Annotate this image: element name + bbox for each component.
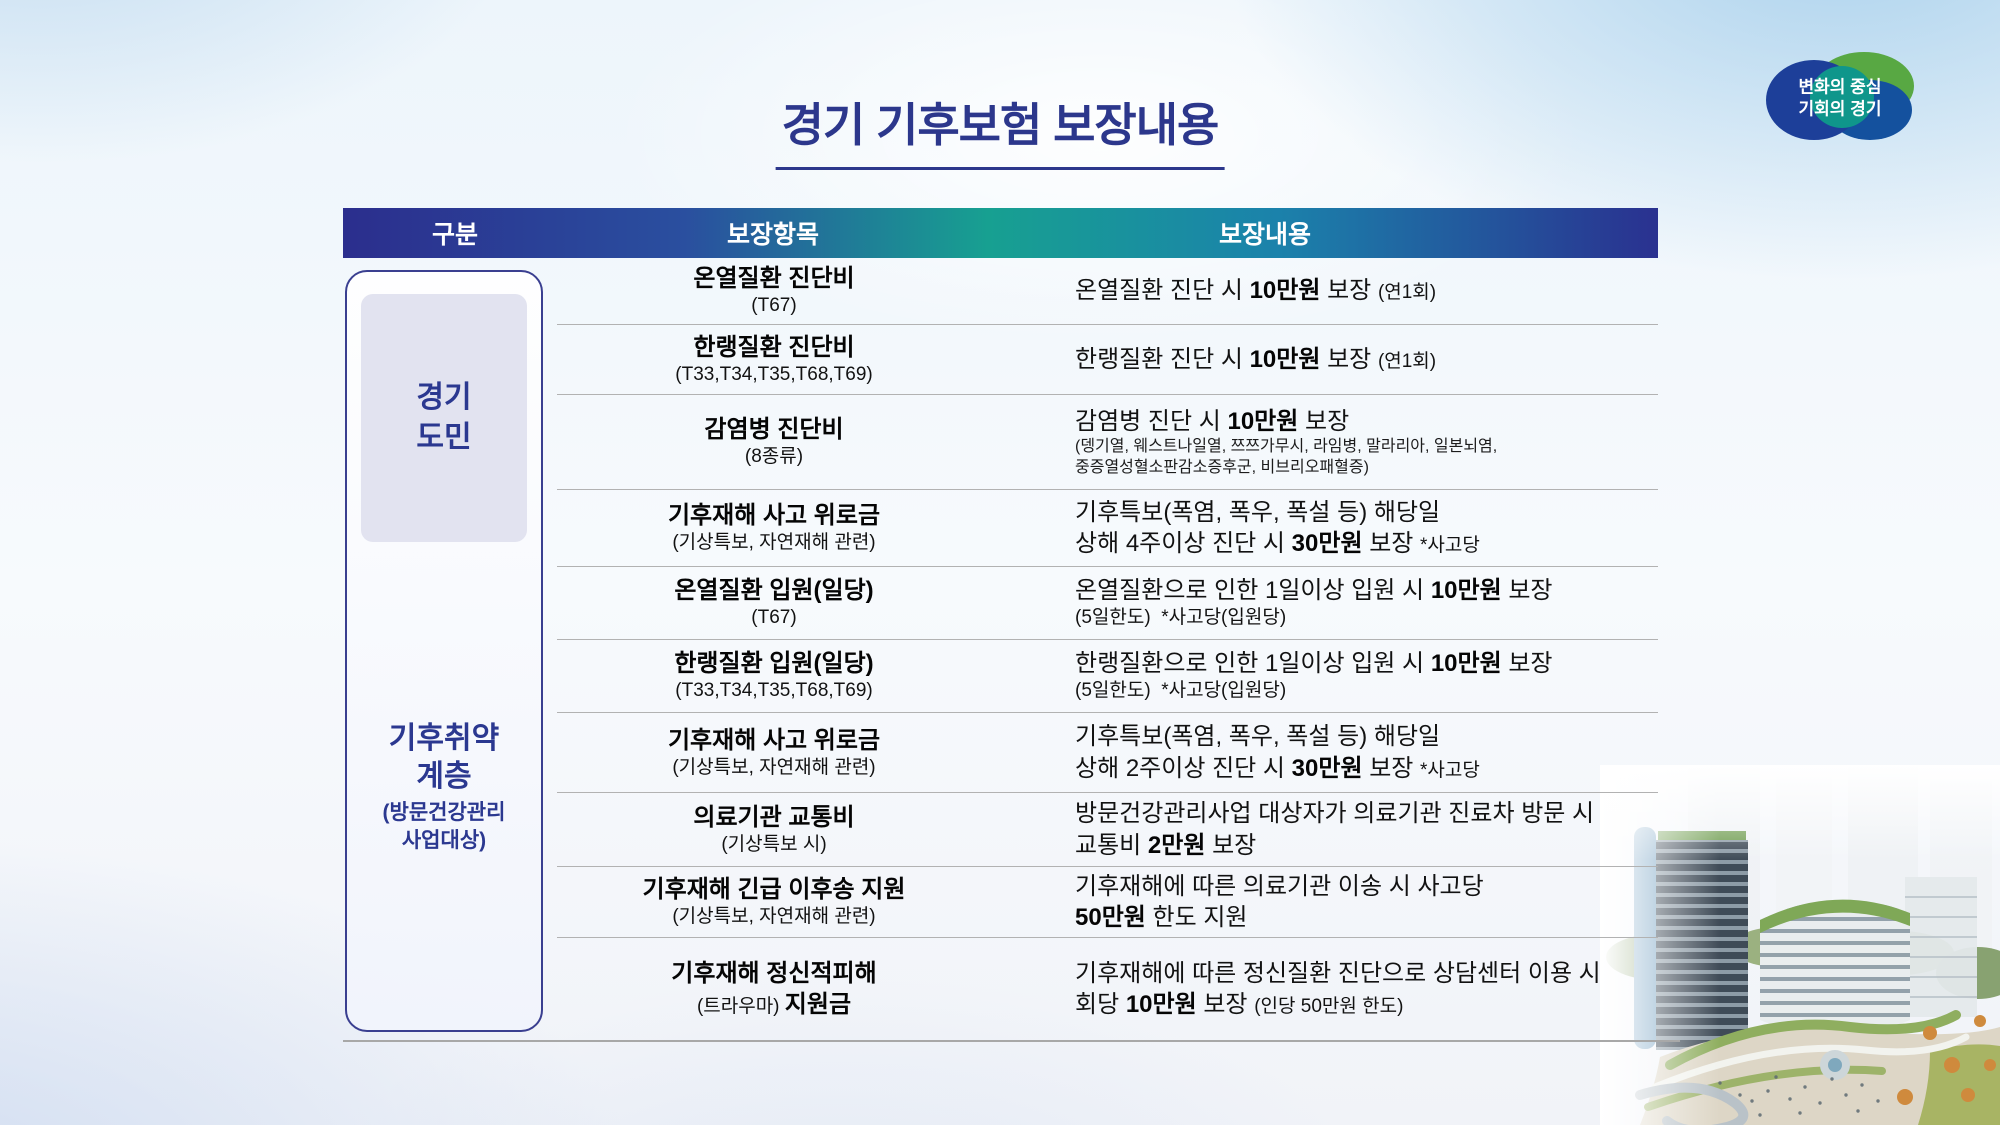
- midrise-green-roof: [1760, 899, 1910, 933]
- autumn-trees: [1897, 1015, 1996, 1105]
- coverage-table: 구분 보장항목 보장내용 온열질환 진단비 (T67) 온열질환 진단 시 10만원…: [343, 208, 1680, 1048]
- category-vulnerable-label: 기후취약 계층: [388, 722, 500, 793]
- coverage-detail: 온열질환 진단 시 10만원 보장 (연1회): [1075, 277, 1437, 305]
- category-residents-box: 경기 도민: [361, 294, 527, 542]
- gyeonggi-slogan-logo: 변화의 중심 기회의 경기: [1764, 50, 1916, 144]
- table-body: 온열질환 진단비 (T67) 온열질환 진단 시 10만원 보장 (연1회) 한랭질환…: [557, 258, 1658, 1040]
- category-vulnerable-block: 기후취약 계층 (방문건강관리 사업대상): [347, 720, 541, 854]
- rear-building-floors: [1905, 896, 1977, 998]
- category-vulnerable-sub: (방문건강관리 사업대상): [382, 801, 506, 852]
- coverage-detail: 기후특보(폭염, 폭우, 폭설 등) 해당일 상해 4주이상 진단 시 30만원 …: [1075, 498, 1480, 557]
- coverage-item: 한랭질환 진단비 (T33,T34,T35,T68,T69): [675, 333, 873, 385]
- logo-text-line1: 변화의 중심: [1798, 77, 1882, 97]
- category-column: 경기 도민 기후취약 계층 (방문건강관리 사업대상): [345, 270, 543, 1032]
- page-title: 경기 기후보험 보장내용: [775, 89, 1225, 170]
- table-row-9: 기후재해 긴급 이후송 지원 (기상특보, 자연재해 관련) 기후재해에 따른 의료…: [557, 867, 1658, 938]
- coverage-detail: 방문건강관리사업 대상자가 의료기관 진료차 방문 시 교통비 2만원 보장: [1075, 800, 1595, 859]
- category-residents-label: 경기 도민: [416, 381, 472, 454]
- table-row-3: 감염병 진단비 (8종류) 감염병 진단 시 10만원 보장 (뎅기열, 웨스트나일열…: [557, 395, 1658, 490]
- coverage-detail: 기후재해에 따른 정신질환 진단으로 상담센터 이용 시 회당 10만원 보장 (…: [1075, 959, 1601, 1018]
- coverage-detail: 기후재해에 따른 의료기관 이송 시 사고당 50만원 한도 지원: [1075, 872, 1484, 931]
- col-header-category: 구분: [431, 221, 479, 249]
- logo-blob-graphic: [1766, 52, 1914, 140]
- coverage-item: 온열질환 입원(일당) (T67): [674, 577, 874, 629]
- coverage-item: 기후재해 사고 위로금 (기상특보, 자연재해 관련): [667, 726, 881, 778]
- lawn: [1918, 1044, 2000, 1125]
- curved-midrise-building: [1760, 899, 1910, 1036]
- table-row-1: 온열질환 진단비 (T67) 온열질환 진단 시 10만원 보장 (연1회): [557, 258, 1658, 325]
- coverage-item: 온열질환 진단비 (T67): [693, 265, 855, 317]
- people-dots: [1718, 1075, 1880, 1117]
- logo-text-line2: 기회의 경기: [1798, 99, 1882, 119]
- table-row-5: 온열질환 입원(일당) (T67) 온열질환으로 인한 1일이상 입원 시 10만원…: [557, 567, 1658, 640]
- coverage-item: 기후재해 긴급 이후송 지원 (기상특보, 자연재해 관련): [642, 876, 906, 928]
- table-row-8: 의료기관 교통비 (기상특보 시) 방문건강관리사업 대상자가 의료기관 진료차 방…: [557, 793, 1658, 867]
- table-row-4: 기후재해 사고 위로금 (기상특보, 자연재해 관련) 기후특보(폭염, 폭우, 폭…: [557, 490, 1658, 567]
- coverage-item: 기후재해 사고 위로금 (기상특보, 자연재해 관련): [667, 502, 881, 554]
- table-row-2: 한랭질환 진단비 (T33,T34,T35,T68,T69) 한랭질환 진단 시 1…: [557, 325, 1658, 395]
- coverage-detail: 감염병 진단 시 10만원 보장 (뎅기열, 웨스트나일열, 쯔쯔가무시, 라임병…: [1075, 407, 1498, 476]
- coverage-detail: 기후특보(폭염, 폭우, 폭설 등) 해당일 상해 2주이상 진단 시 30만원 …: [1075, 723, 1480, 782]
- coverage-detail: 온열질환으로 인한 1일이상 입원 시 10만원 보장 (5일한도) *사고당(입…: [1075, 577, 1553, 629]
- coverage-detail: 한랭질환 진단 시 10만원 보장 (연1회): [1075, 345, 1437, 373]
- coverage-detail: 한랭질환으로 인한 1일이상 입원 시 10만원 보장 (5일한도) *사고당(입…: [1075, 650, 1553, 702]
- table-header: 구분 보장항목 보장내용: [343, 208, 1658, 258]
- table-row-7: 기후재해 사고 위로금 (기상특보, 자연재해 관련) 기후특보(폭염, 폭우, 폭…: [557, 713, 1658, 793]
- table-row-6: 한랭질환 입원(일당) (T33,T34,T35,T68,T69) 한랭질환으로 인…: [557, 640, 1658, 713]
- coverage-item: 감염병 진단비 (8종류): [704, 416, 844, 468]
- col-header-detail: 보장내용: [1218, 221, 1312, 249]
- coverage-item: 한랭질환 입원(일당) (T33,T34,T35,T68,T69): [674, 650, 874, 702]
- logo-text: 변화의 중심 기회의 경기: [1799, 76, 1882, 121]
- table-bottom-line: [343, 1040, 1680, 1042]
- building-rendering-illustration: [1600, 765, 2000, 1125]
- coverage-item: 기후재해 정신적피해 (트라우마) 지원금: [671, 959, 877, 1018]
- table-row-10: 기후재해 정신적피해 (트라우마) 지원금 기후재해에 따른 정신질환 진단으로 상…: [557, 938, 1658, 1040]
- rear-light-building: [1905, 877, 1977, 1017]
- coverage-item: 의료기관 교통비 (기상특보 시): [693, 803, 855, 855]
- col-header-item: 보장항목: [726, 221, 820, 249]
